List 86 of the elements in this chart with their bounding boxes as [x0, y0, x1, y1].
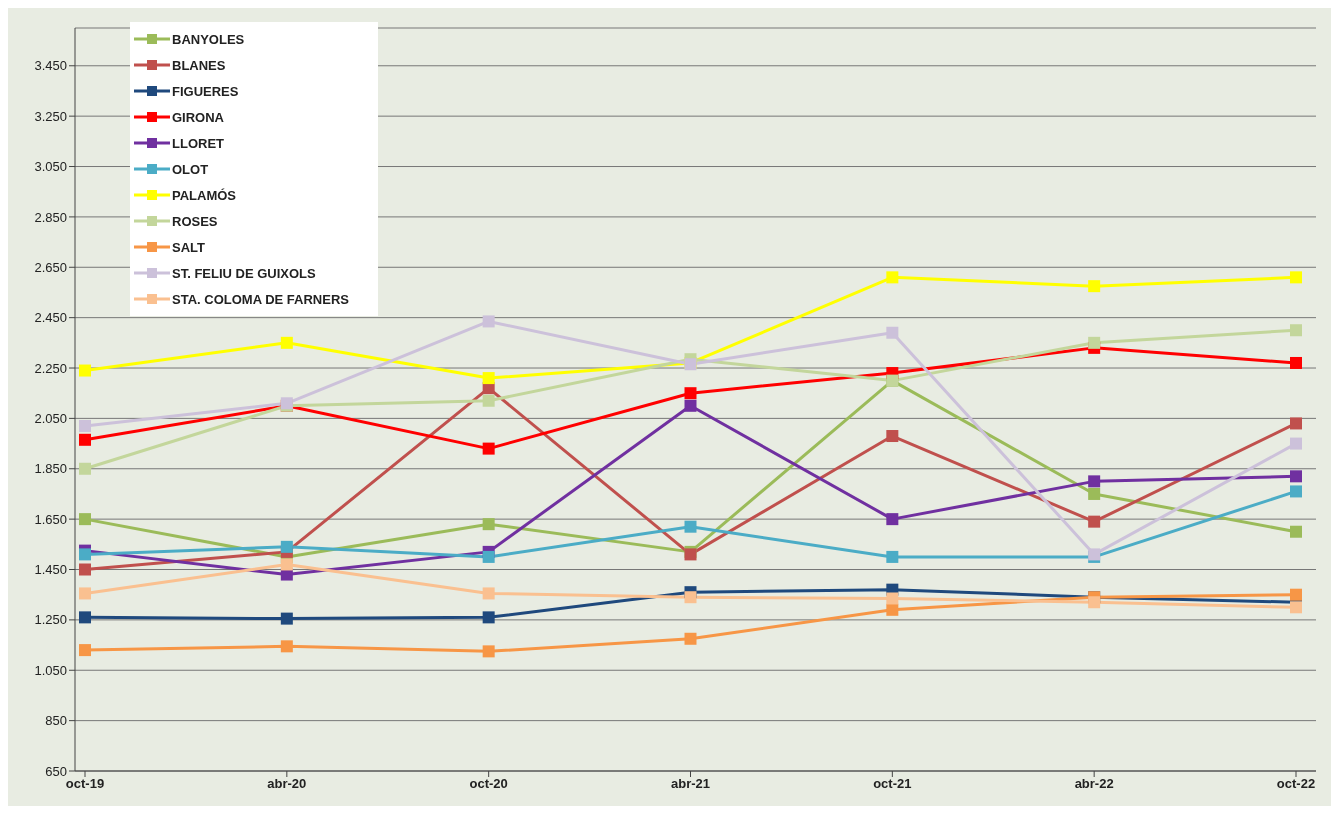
x-tick-label: oct-22: [1276, 776, 1316, 792]
y-tick-label: 2.850: [34, 209, 67, 225]
point: [1290, 601, 1302, 614]
point: [482, 550, 495, 563]
point: [684, 520, 697, 533]
legend-label: LLORET: [172, 135, 224, 151]
legend-label: OLOT: [172, 161, 209, 177]
point: [1088, 487, 1101, 500]
point: [482, 442, 495, 455]
y-tick-label: 1.650: [34, 511, 67, 527]
point: [886, 592, 899, 605]
x-tick-label: oct-21: [873, 776, 912, 792]
point: [79, 513, 91, 526]
point: [886, 430, 899, 443]
point: [1088, 596, 1101, 609]
point: [482, 645, 495, 658]
point: [684, 387, 697, 400]
point: [280, 540, 293, 553]
y-tick-label: 2.450: [34, 310, 67, 326]
point: [1290, 485, 1302, 498]
point: [79, 644, 91, 657]
y-tick-label: 3.250: [34, 108, 67, 124]
point: [684, 399, 697, 412]
point: [280, 568, 293, 581]
point: [1088, 336, 1101, 349]
x-tick-label: oct-19: [65, 776, 105, 792]
x-tick-label: abr-21: [670, 776, 711, 792]
legend-label: SALT: [172, 239, 205, 255]
point: [1290, 525, 1302, 538]
point: [482, 372, 495, 385]
point: [684, 591, 697, 604]
point: [886, 513, 899, 526]
point: [1290, 324, 1302, 337]
y-tick-label: 1.050: [34, 662, 67, 678]
y-tick-label: 2.250: [34, 360, 67, 376]
point: [482, 315, 495, 328]
point: [684, 632, 697, 645]
y-tick-label: 3.450: [34, 58, 67, 74]
legend-label: BANYOLES: [172, 31, 245, 47]
x-tick-label: oct-20: [469, 776, 508, 792]
point: [482, 587, 495, 600]
legend-label: ST. FELIU DE GUIXOLS: [172, 265, 316, 281]
point: [886, 326, 899, 339]
point: [482, 394, 495, 407]
point: [1290, 356, 1302, 369]
point: [886, 603, 899, 616]
legend-label: FIGUERES: [172, 83, 239, 99]
point: [79, 563, 91, 576]
x-tick-label: abr-22: [1074, 776, 1114, 792]
point: [280, 640, 293, 653]
y-tick-label: 1.450: [34, 562, 67, 578]
point: [886, 550, 899, 563]
y-tick-label: 3.050: [34, 159, 67, 175]
point: [79, 419, 91, 432]
y-tick-label: 2.050: [34, 411, 67, 426]
legend-label: GIRONA: [172, 109, 224, 125]
point: [280, 612, 293, 625]
y-tick-label: 850: [45, 713, 67, 729]
point: [280, 336, 293, 349]
point: [1088, 515, 1101, 528]
point: [79, 611, 91, 624]
y-tick-label: 1.250: [34, 612, 67, 628]
point: [1290, 417, 1302, 430]
point: [886, 271, 899, 284]
point: [79, 462, 91, 475]
x-tick-label: abr-20: [267, 776, 307, 792]
point: [79, 587, 91, 600]
legend-label: PALAMÓS: [172, 187, 237, 203]
legend-label: STA. COLOMA DE FARNERS: [172, 291, 349, 307]
point: [79, 548, 91, 561]
point: [482, 611, 495, 624]
legend-label: ROSES: [172, 213, 218, 229]
legend-label: BLANES: [172, 57, 226, 73]
point: [1290, 588, 1302, 601]
point: [79, 364, 91, 377]
point: [1088, 475, 1101, 488]
point: [280, 558, 293, 571]
y-tick-label: 2.650: [34, 259, 67, 275]
point: [79, 433, 91, 446]
point: [1290, 470, 1302, 483]
point: [1290, 437, 1302, 450]
y-tick-label: 1.850: [34, 461, 67, 477]
point: [1290, 271, 1302, 284]
y-tick-label: 650: [45, 763, 67, 779]
point: [482, 518, 495, 531]
point: [1088, 280, 1101, 293]
